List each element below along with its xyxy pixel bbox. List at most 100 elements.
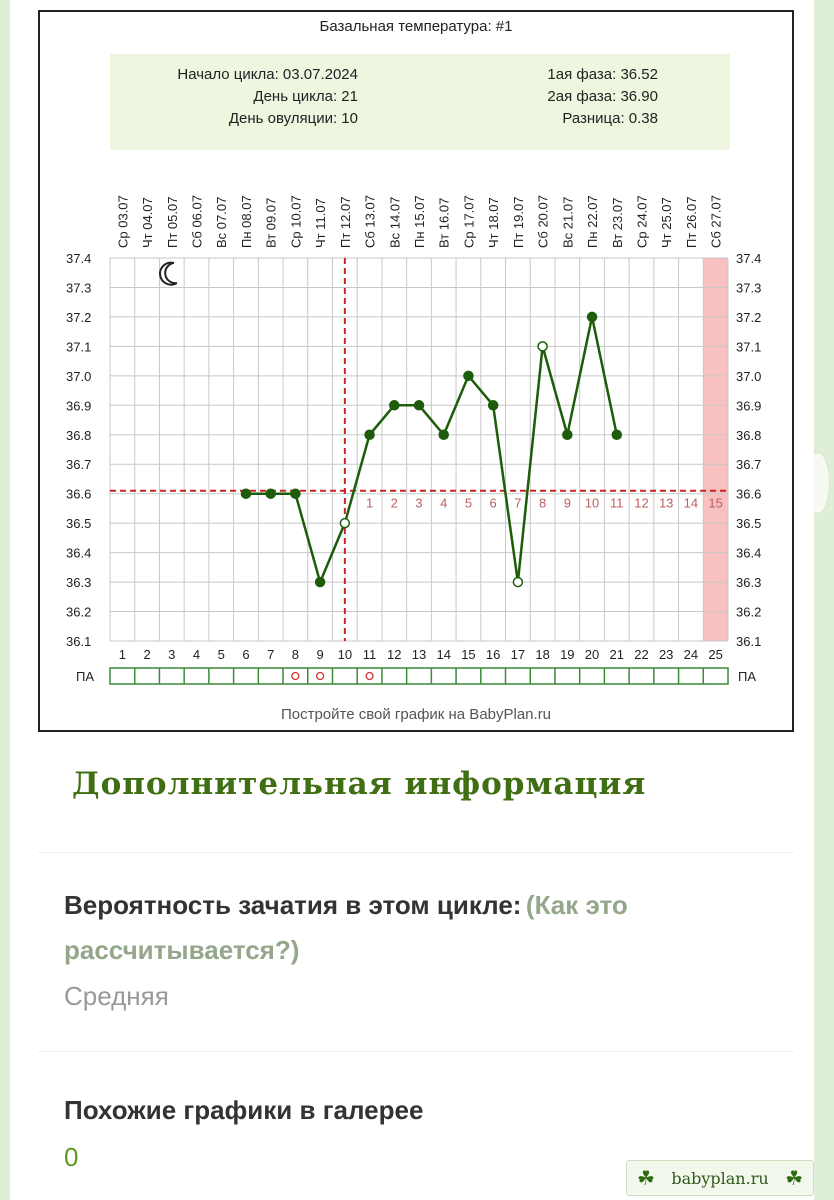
cycle-start: Начало цикла: 03.07.2024: [177, 66, 358, 83]
y-tick-label-right: 37.0: [736, 369, 761, 384]
temperature-point[interactable]: [314, 576, 326, 588]
y-tick-label-right: 36.9: [736, 398, 761, 413]
temperature-point[interactable]: [389, 400, 400, 411]
date-label: Пт 05.07: [165, 197, 180, 248]
day-number: 8: [292, 647, 299, 662]
date-label: Пн 08.07: [239, 195, 254, 248]
y-tick-label-right: 36.2: [736, 605, 761, 620]
date-label: Сб 13.07: [363, 195, 378, 248]
temperature-point-open[interactable]: [537, 341, 548, 352]
temperature-point[interactable]: [487, 400, 499, 411]
day-number: 13: [412, 647, 426, 662]
luteal-day-number: 9: [564, 496, 571, 511]
phase1-temp: 1ая фаза: 36.52: [547, 66, 658, 83]
ovulation-day: День овуляции: 10: [228, 110, 358, 127]
y-tick-label-left: 36.5: [66, 516, 91, 531]
phase2-temp: 2ая фаза: 36.90: [547, 88, 658, 105]
conception-value: Средняя: [64, 981, 169, 1011]
day-number: 20: [585, 647, 599, 662]
temperature-point[interactable]: [586, 311, 598, 323]
date-label: Сб 20.07: [536, 195, 551, 248]
luteal-day-number: 14: [684, 496, 698, 511]
date-label: Вс 07.07: [214, 197, 229, 248]
date-label: Ср 03.07: [115, 195, 130, 248]
page-frame-left: [0, 0, 10, 1200]
temperature-point[interactable]: [265, 488, 276, 499]
day-number: 10: [338, 647, 352, 662]
watermark-badge[interactable]: ☘ babyplan.ru ☘: [626, 1160, 814, 1196]
luteal-day-number: 5: [465, 496, 472, 511]
date-label: Пт 26.07: [684, 197, 699, 248]
day-number: 3: [168, 647, 175, 662]
temperature-point[interactable]: [413, 400, 425, 411]
y-tick-label-left: 37.0: [66, 369, 91, 384]
pa-label-left: ПА: [76, 669, 94, 684]
luteal-day-number: 1: [366, 496, 373, 511]
conception-label-block: Вероятность зачатия в этом цикле: (Как э…: [64, 883, 744, 973]
day-number: 6: [242, 647, 249, 662]
chart-footer-note: Постройте свой график на BabyPlan.ru: [280, 706, 552, 723]
bbt-plot: 37.4 37.4 37.3 37.3 37.2 37.2 37.1 37.1 37.0 37.0…: [66, 195, 761, 685]
similar-charts-count[interactable]: 0: [64, 1142, 79, 1172]
temperature-line: [245, 316, 618, 586]
luteal-day-number: 12: [634, 496, 648, 511]
y-tick-label-left: 37.1: [66, 339, 91, 354]
temperature-point-open[interactable]: [339, 517, 351, 529]
date-label: Чт 18.07: [486, 197, 501, 248]
day-number: 23: [659, 647, 673, 662]
y-tick-label-right: 36.1: [736, 634, 761, 649]
cycle-day: День цикла: 21: [253, 88, 358, 105]
y-tick-label-right: 37.4: [736, 251, 761, 266]
date-label: Сб 27.07: [709, 195, 724, 248]
y-tick-label-left: 36.2: [66, 605, 91, 620]
luteal-day-number: 4: [440, 496, 447, 511]
luteal-day-number: 6: [490, 496, 497, 511]
y-tick-label-right: 37.3: [736, 280, 761, 295]
section-heading: Дополнительная информация: [72, 766, 647, 802]
pa-mark: [365, 671, 374, 681]
temperature-point[interactable]: [240, 488, 252, 499]
clover-icon: ☘: [637, 1166, 655, 1190]
y-tick-label-left: 36.3: [66, 575, 91, 590]
day-number: 12: [387, 647, 401, 662]
luteal-day-number: 15: [708, 496, 722, 511]
page-content: Базальная температура: #1 Начало цикла: …: [10, 0, 814, 1200]
y-tick-label-left: 36.9: [66, 398, 91, 413]
temperature-point[interactable]: [290, 488, 301, 499]
y-tick-label-left: 36.6: [66, 487, 91, 502]
luteal-day-number: 11: [610, 496, 624, 511]
date-label: Вс 21.07: [560, 197, 575, 248]
y-tick-label-right: 36.3: [736, 575, 761, 590]
y-tick-label-right: 36.5: [736, 516, 761, 531]
temperature-point[interactable]: [463, 370, 474, 382]
date-label: Вт 16.07: [437, 198, 452, 248]
date-label: Вт 09.07: [264, 198, 279, 248]
day-number: 22: [634, 647, 648, 662]
temperature-point[interactable]: [364, 429, 375, 441]
day-number: 24: [684, 647, 698, 662]
temperature-point[interactable]: [611, 429, 623, 441]
luteal-day-number: 2: [391, 496, 398, 511]
clover-icon: ☘: [785, 1166, 803, 1190]
day-number: 11: [363, 647, 377, 662]
day-number: 16: [486, 647, 500, 662]
y-tick-label-right: 36.7: [736, 457, 761, 472]
y-tick-label-right: 36.4: [736, 546, 761, 561]
y-tick-label-right: 37.1: [736, 339, 761, 354]
crescent-moon-icon: [159, 261, 178, 286]
luteal-day-number: 10: [585, 496, 599, 511]
y-tick-label-left: 36.8: [66, 428, 91, 443]
chart-title: Базальная температура: #1: [319, 18, 513, 35]
temperature-point[interactable]: [562, 429, 573, 441]
conception-help-link[interactable]: (Как это: [525, 890, 628, 920]
temperature-point-open[interactable]: [512, 576, 524, 588]
day-number: 2: [143, 647, 150, 662]
y-tick-label-right: 37.2: [736, 310, 761, 325]
y-tick-label-right: 36.6: [736, 487, 761, 502]
day-number: 19: [560, 647, 574, 662]
conception-help-link-cont[interactable]: рассчитывается?): [64, 935, 300, 965]
luteal-day-number: 8: [539, 496, 546, 511]
conception-label: Вероятность зачатия в этом цикле:: [64, 890, 522, 920]
luteal-day-number: 7: [514, 496, 521, 511]
temperature-point[interactable]: [438, 429, 449, 441]
